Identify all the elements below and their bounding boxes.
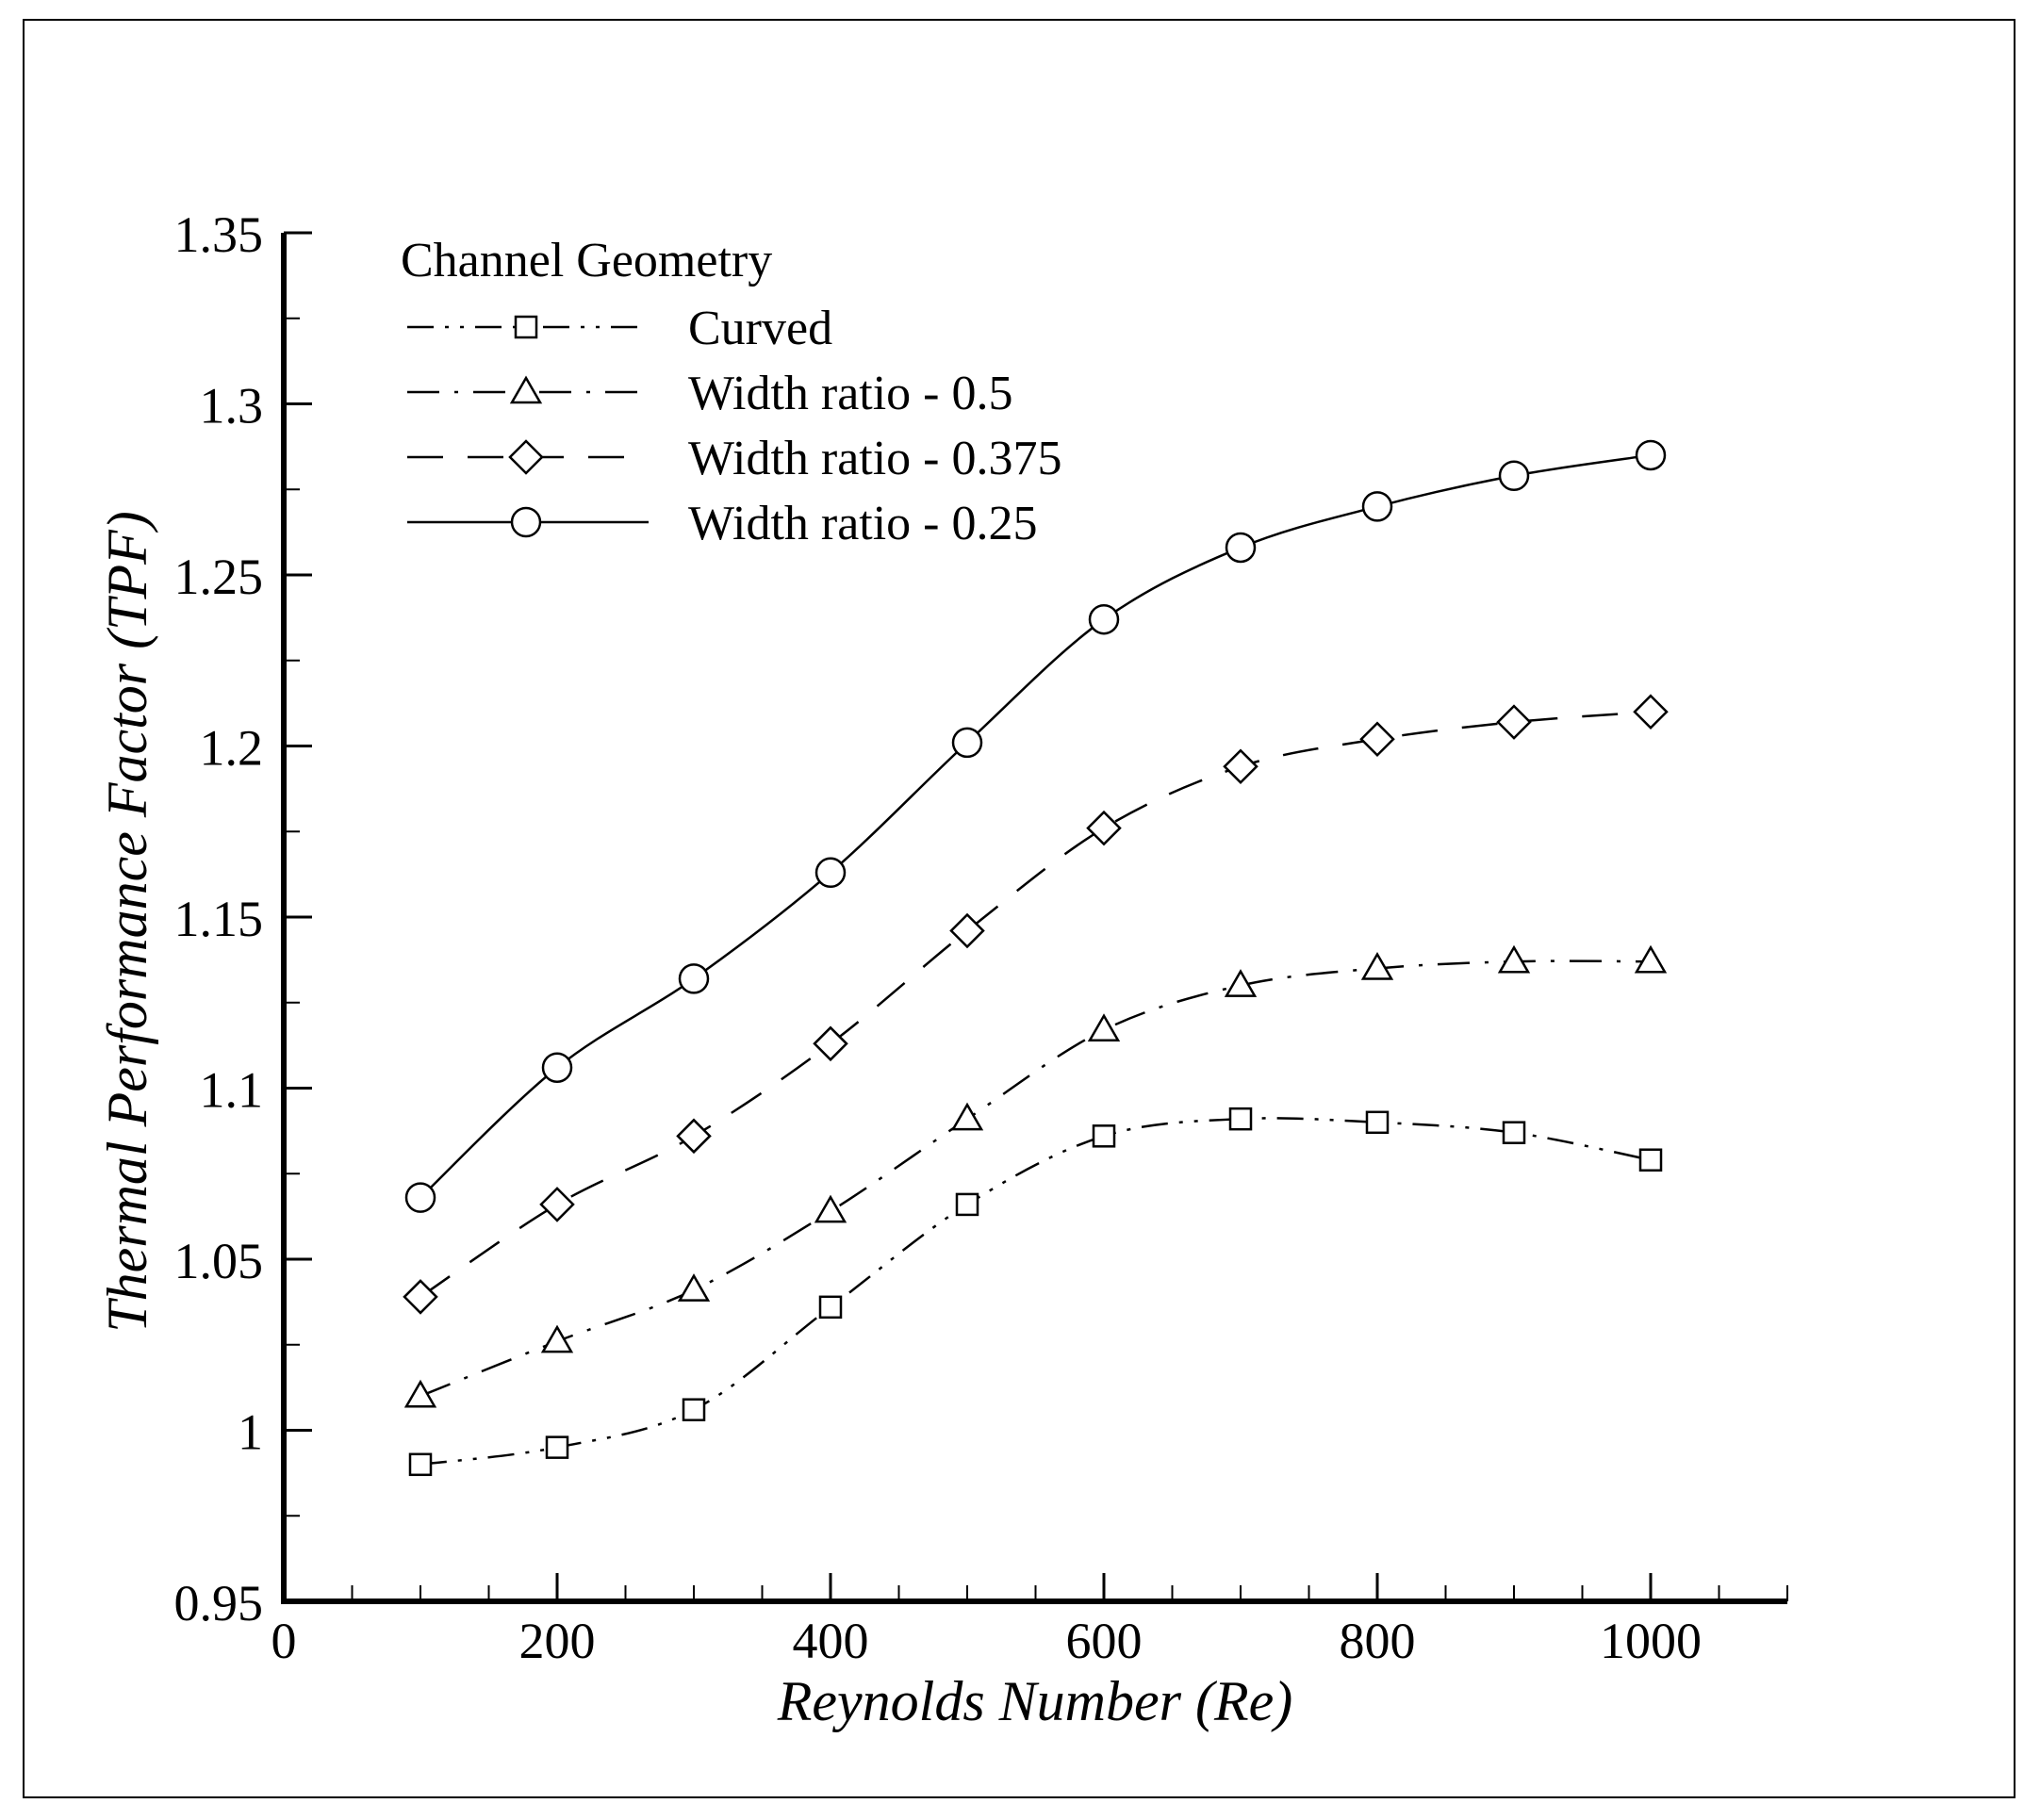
- y-tick-label: 1.25: [174, 549, 264, 605]
- plot-axes: 0.95 1 1.05 1.1 1.15 1.2 1.25 1.3 1.35 0 200 400 600…: [174, 206, 1788, 1669]
- y-tick-label: 1.15: [174, 891, 264, 947]
- data-point-width-ratio-0-5: [1497, 944, 1531, 974]
- data-point-width-ratio-0-5: [403, 1379, 437, 1408]
- x-axis-title: Reynolds Number (Re): [777, 1670, 1293, 1732]
- data-point-width-ratio-0-25: [1498, 460, 1530, 491]
- data-point-width-ratio-0-375: [813, 1025, 848, 1062]
- x-tick-label: 0: [271, 1613, 297, 1669]
- legend-label-width-ratio-0-5: Width ratio - 0.5: [688, 367, 1013, 420]
- data-point-width-ratio-0-5: [1634, 944, 1668, 974]
- x-tick-label: 400: [793, 1613, 869, 1669]
- data-point-width-ratio-0-5: [1087, 1013, 1121, 1042]
- data-point-curved: [1092, 1124, 1116, 1148]
- data-point-width-ratio-0-25: [951, 727, 983, 759]
- data-point-curved: [408, 1452, 433, 1477]
- data-point-width-ratio-0-25: [678, 963, 710, 994]
- y-axis-title: Thermal Performance Factor (TPF): [96, 511, 158, 1333]
- series-curved: [408, 1107, 1663, 1477]
- data-point-width-ratio-0-5: [1360, 951, 1394, 980]
- legend-marker-curved: [514, 315, 538, 339]
- data-point-width-ratio-0-25: [1361, 491, 1393, 522]
- data-point-width-ratio-0-375: [403, 1279, 438, 1315]
- y-tick-label: 0.95: [174, 1575, 264, 1631]
- series-line-curved: [420, 1117, 1652, 1467]
- y-tick-label: 1.1: [200, 1062, 264, 1119]
- legend-label-width-ratio-0-25: Width ratio - 0.25: [688, 497, 1038, 550]
- data-point-width-ratio-0-375: [949, 912, 985, 949]
- series-width-ratio-0-375: [403, 694, 1669, 1315]
- legend: Channel Geometry Curved Width ratio - 0.5 W…: [401, 234, 1062, 550]
- data-point-width-ratio-0-25: [1088, 603, 1120, 635]
- data-point-width-ratio-0-25: [1225, 532, 1257, 564]
- series-width-ratio-0-5: [403, 944, 1668, 1408]
- data-point-width-ratio-0-5: [814, 1194, 847, 1223]
- x-tick-label: 1000: [1600, 1613, 1702, 1669]
- data-point-width-ratio-0-25: [814, 857, 847, 889]
- data-point-width-ratio-0-5: [1224, 969, 1258, 997]
- y-tick-label: 1.3: [200, 378, 264, 435]
- data-point-width-ratio-0-375: [1496, 704, 1532, 740]
- data-point-width-ratio-0-5: [677, 1273, 711, 1302]
- data-point-curved: [1365, 1110, 1390, 1135]
- legend-title: Channel Geometry: [401, 234, 772, 287]
- data-point-width-ratio-0-5: [540, 1324, 574, 1353]
- x-tick-label: 800: [1340, 1613, 1416, 1669]
- data-point-width-ratio-0-375: [1359, 721, 1395, 758]
- legend-label-width-ratio-0-375: Width ratio - 0.375: [688, 432, 1062, 485]
- data-point-width-ratio-0-375: [1223, 748, 1259, 785]
- y-tick-label: 1.35: [174, 206, 264, 263]
- data-point-curved: [1638, 1148, 1663, 1172]
- data-point-width-ratio-0-25: [1635, 439, 1667, 471]
- data-point-width-ratio-0-375: [539, 1187, 575, 1222]
- x-tick-label: 200: [519, 1613, 596, 1669]
- data-point-curved: [545, 1435, 569, 1459]
- y-tick-label: 1.2: [200, 720, 264, 777]
- figure-frame: [23, 19, 2015, 1798]
- data-point-width-ratio-0-375: [1633, 694, 1669, 730]
- data-point-width-ratio-0-375: [676, 1118, 712, 1155]
- data-point-curved: [955, 1192, 979, 1217]
- data-point-curved: [1228, 1107, 1253, 1131]
- data-point-width-ratio-0-375: [1086, 810, 1122, 846]
- data-point-width-ratio-0-25: [404, 1182, 436, 1213]
- data-point-curved: [818, 1295, 843, 1320]
- series-line-width-ratio-0-25: [420, 453, 1652, 1199]
- series-line-width-ratio-0-375: [420, 710, 1652, 1298]
- data-point-width-ratio-0-5: [950, 1102, 984, 1131]
- legend-marker-width-ratio-0-25: [510, 506, 542, 538]
- data-point-curved: [1502, 1121, 1526, 1144]
- series-line-width-ratio-0-5: [420, 959, 1652, 1398]
- series-layer: [403, 439, 1669, 1477]
- data-point-width-ratio-0-25: [541, 1052, 573, 1083]
- legend-label-curved: Curved: [688, 302, 832, 355]
- legend-marker-width-ratio-0-5: [509, 375, 543, 404]
- y-tick-label: 1.05: [174, 1233, 264, 1289]
- y-tick-label: 1: [238, 1404, 263, 1461]
- data-point-curved: [682, 1398, 706, 1421]
- x-tick-label: 600: [1066, 1613, 1143, 1669]
- series-width-ratio-0-25: [404, 439, 1667, 1213]
- legend-marker-width-ratio-0-375: [508, 439, 544, 475]
